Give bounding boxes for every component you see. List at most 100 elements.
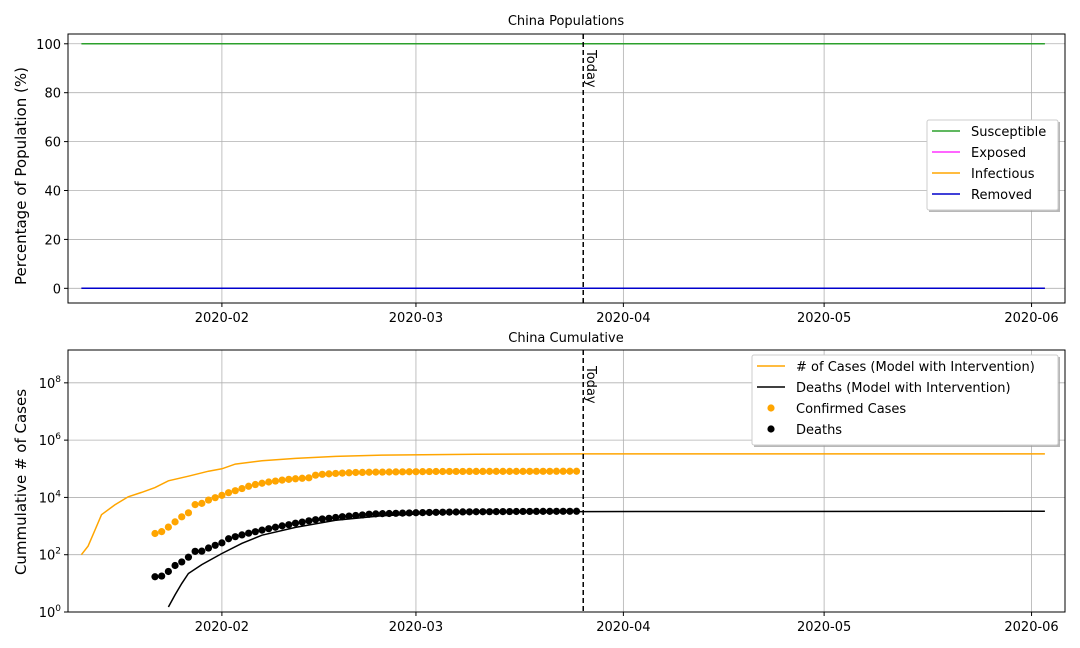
data-point-confirmed-cases [332,469,340,478]
data-point-confirmed-cases [271,477,280,485]
data-point-deaths [171,561,179,570]
data-point-deaths [164,567,172,576]
cumulative-title: China Cumulative [508,331,623,346]
data-point-deaths [305,517,313,525]
data-point-confirmed-cases [392,468,400,476]
data-point-deaths [519,507,527,516]
data-point-deaths [419,509,427,517]
populations-panel: China Populations Percentage of Populati… [12,14,1066,326]
data-point-confirmed-cases [445,467,454,476]
data-point-deaths [358,511,367,519]
legend-entry-label: # of Cases (Model with Intervention) [796,360,1035,375]
data-point-deaths [485,508,494,516]
data-point-confirmed-cases [425,467,433,476]
legend-entry-label: Removed [971,188,1032,203]
populations-title: China Populations [508,14,625,29]
x-tick-label: 2020-03 [389,311,443,326]
populations-y-axis-label: Percentage of Population (%) [12,67,30,285]
data-point-deaths [191,547,199,555]
data-point-deaths [385,509,393,518]
data-point-deaths [338,513,346,521]
y-tick-base: 10 [39,491,56,506]
data-point-deaths [352,511,360,520]
y-tick-label: 40 [44,185,61,200]
data-point-confirmed-cases [452,467,460,476]
legend-marker [767,425,775,433]
y-tick-label: 0 [53,282,61,297]
data-point-deaths [291,519,300,527]
data-point-deaths [492,508,500,516]
data-point-confirmed-cases [258,479,266,487]
y-tick-label: 106 [39,432,62,449]
y-tick-exponent: 4 [55,489,61,499]
data-point-deaths [472,508,480,516]
populations-legend: Susceptible Exposed Infectious Removed [926,119,1060,212]
series-line-deaths-model-with-intervention- [167,510,1045,608]
data-point-deaths [345,512,353,520]
data-point-confirmed-cases [251,480,259,489]
data-point-deaths [332,513,340,522]
data-point-confirmed-cases [532,467,540,475]
data-point-confirmed-cases [465,467,474,476]
data-point-deaths [546,507,554,515]
data-point-confirmed-cases [245,482,253,490]
y-tick-exponent: 2 [55,547,61,557]
y-tick-label: 100 [36,38,61,53]
y-tick-label: 100 [39,604,62,621]
data-point-confirmed-cases [398,468,407,476]
data-point-confirmed-cases [311,471,320,479]
data-point-deaths [258,526,266,534]
data-point-confirmed-cases [492,467,500,475]
legend-entry-label: Susceptible [971,125,1046,140]
data-point-confirmed-cases [291,475,300,483]
data-point-deaths [412,509,420,517]
data-point-deaths [405,509,413,517]
data-point-deaths [278,522,286,530]
data-point-confirmed-cases [358,468,367,476]
data-point-confirmed-cases [158,528,166,536]
data-point-confirmed-cases [512,467,520,475]
data-point-deaths [372,510,380,518]
data-point-deaths [506,507,514,516]
data-point-deaths [245,529,253,537]
data-point-deaths [184,553,193,561]
data-point-confirmed-cases [552,467,561,475]
data-point-confirmed-cases [338,469,346,477]
data-point-confirmed-cases [479,467,487,476]
data-point-deaths [224,535,233,543]
y-tick-label: 108 [39,375,62,392]
data-point-confirmed-cases [171,518,179,526]
data-point-deaths [271,523,280,531]
data-point-deaths [178,558,186,566]
data-point-deaths [325,514,333,522]
data-point-confirmed-cases [204,496,213,504]
data-point-deaths [452,508,460,516]
data-point-deaths [398,509,407,517]
data-point-deaths [378,510,387,518]
data-point-deaths [425,508,433,517]
y-tick-label: 20 [44,233,61,248]
y-tick-base: 10 [39,606,56,621]
data-point-deaths [158,572,166,580]
legend-entry-label: Deaths (Model with Intervention) [796,381,1011,396]
y-tick-base: 10 [39,549,56,564]
data-point-confirmed-cases [385,468,393,476]
y-tick-base: 10 [39,377,56,392]
y-tick-label: 104 [39,489,62,506]
data-point-confirmed-cases [419,468,427,476]
data-point-confirmed-cases [198,499,206,507]
data-point-deaths [151,573,159,581]
data-point-confirmed-cases [231,487,239,495]
legend-entry-label: Infectious [971,167,1035,182]
x-tick-label: 2020-04 [596,620,650,635]
data-point-deaths [231,533,239,541]
data-point-confirmed-cases [459,467,467,476]
x-tick-label: 2020-06 [1004,311,1058,326]
cumulative-y-axis-label: Cummulative # of Cases [12,389,30,575]
data-point-deaths [311,516,320,524]
data-point-confirmed-cases [372,468,380,476]
data-point-deaths [445,508,454,516]
data-point-confirmed-cases [218,491,226,499]
data-point-deaths [432,508,440,516]
